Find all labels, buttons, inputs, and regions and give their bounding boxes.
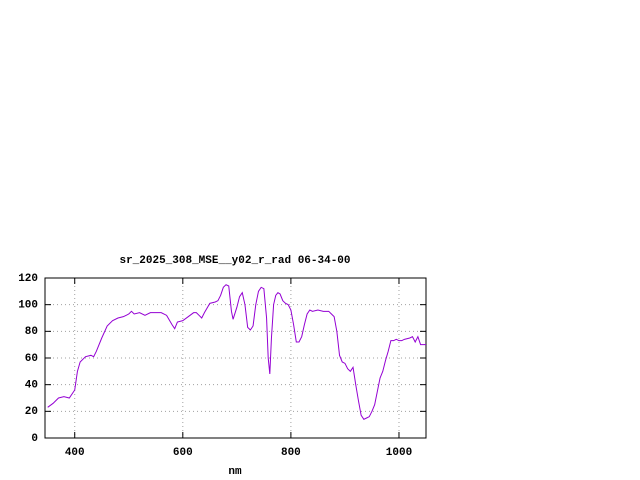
- y-tick-label: 0: [31, 433, 38, 445]
- data-line: [47, 284, 426, 420]
- x-tick-label: 400: [65, 447, 85, 459]
- x-tick-label: 600: [173, 447, 193, 459]
- y-tick-label: 120: [18, 273, 38, 285]
- plot-border: [44, 277, 427, 439]
- y-tick-label: 20: [25, 406, 38, 418]
- y-tick-label: 40: [25, 380, 38, 392]
- x-tick-label: 1000: [386, 447, 412, 459]
- x-axis-label: nm: [228, 466, 242, 478]
- y-tick-label: 100: [18, 300, 38, 312]
- y-tick-label: 80: [25, 326, 38, 338]
- chart-title: sr_2025_308_MSE__y02_r_rad 06-34-00: [119, 255, 350, 267]
- x-tick-label: 800: [281, 447, 301, 459]
- y-tick-label: 60: [25, 353, 38, 365]
